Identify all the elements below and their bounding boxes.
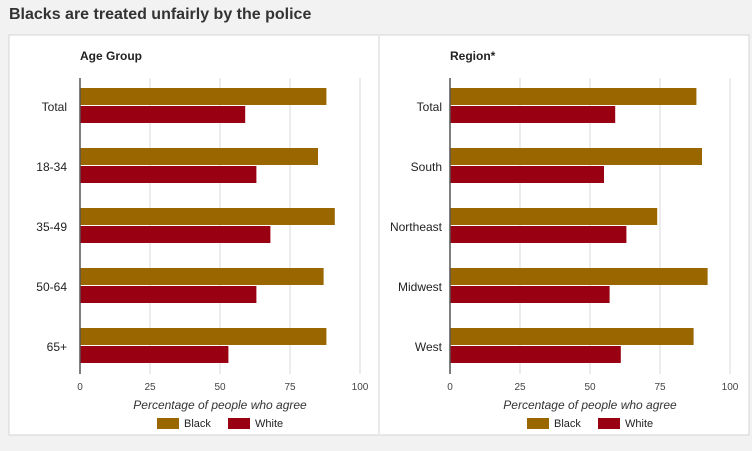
legend-swatch-white xyxy=(228,418,250,429)
bar-black-65 xyxy=(80,328,327,345)
bar-white-50-64 xyxy=(80,286,257,303)
category-label-south: South xyxy=(411,160,442,174)
bar-white-northeast xyxy=(450,226,627,243)
bar-white-65 xyxy=(80,346,229,363)
bar-white-midwest xyxy=(450,286,610,303)
category-label-total: Total xyxy=(42,100,67,114)
x-tick-label-0: 0 xyxy=(447,382,453,393)
x-tick-label-0: 0 xyxy=(77,382,83,393)
legend-label-white: White xyxy=(625,418,653,430)
x-tick-label-100: 100 xyxy=(352,382,369,393)
x-tick-label-50: 50 xyxy=(584,382,596,393)
bar-black-total xyxy=(450,88,697,105)
category-label-total: Total xyxy=(417,100,442,114)
bar-black-midwest xyxy=(450,268,708,285)
bar-white-18-34 xyxy=(80,166,257,183)
bar-white-total xyxy=(450,106,616,123)
x-tick-label-25: 25 xyxy=(514,382,526,393)
x-axis-title: Percentage of people who agree xyxy=(503,398,677,412)
bar-white-west xyxy=(450,346,621,363)
legend-label-black: Black xyxy=(554,418,581,430)
legend-swatch-white xyxy=(598,418,620,429)
category-label-35-49: 35-49 xyxy=(36,220,67,234)
chart-age-group: Age Group 0 25 50 75 100 Total 18-34 35-49 50-64 6… xyxy=(36,49,368,430)
category-label-65: 65+ xyxy=(47,340,67,354)
bar-black-18-34 xyxy=(80,148,318,165)
bar-black-west xyxy=(450,328,694,345)
x-tick-label-75: 75 xyxy=(284,382,296,393)
bar-black-total xyxy=(80,88,327,105)
category-label-west: West xyxy=(415,340,443,354)
category-label-northeast: Northeast xyxy=(390,220,443,234)
bar-black-35-49 xyxy=(80,208,335,225)
category-label-midwest: Midwest xyxy=(398,280,443,294)
category-label-50-64: 50-64 xyxy=(36,280,67,294)
page-title: Blacks are treated unfairly by the polic… xyxy=(9,6,312,23)
bar-black-50-64 xyxy=(80,268,324,285)
bar-black-south xyxy=(450,148,702,165)
legend-label-white: White xyxy=(255,418,283,430)
chart-region: Region* 0 25 50 75 100 Total South Northeast Midw… xyxy=(390,49,739,430)
bar-white-35-49 xyxy=(80,226,271,243)
chart-title: Age Group xyxy=(80,49,142,63)
x-axis-title: Percentage of people who agree xyxy=(133,398,307,412)
legend-swatch-black xyxy=(527,418,549,429)
legend-label-black: Black xyxy=(184,418,211,430)
category-label-18-34: 18-34 xyxy=(36,160,67,174)
legend-swatch-black xyxy=(157,418,179,429)
x-tick-label-50: 50 xyxy=(214,382,226,393)
bar-white-south xyxy=(450,166,604,183)
x-tick-label-25: 25 xyxy=(144,382,156,393)
chart-title: Region* xyxy=(450,49,496,63)
x-tick-label-100: 100 xyxy=(722,382,739,393)
bar-black-northeast xyxy=(450,208,658,225)
x-tick-label-75: 75 xyxy=(654,382,666,393)
bar-white-total xyxy=(80,106,246,123)
